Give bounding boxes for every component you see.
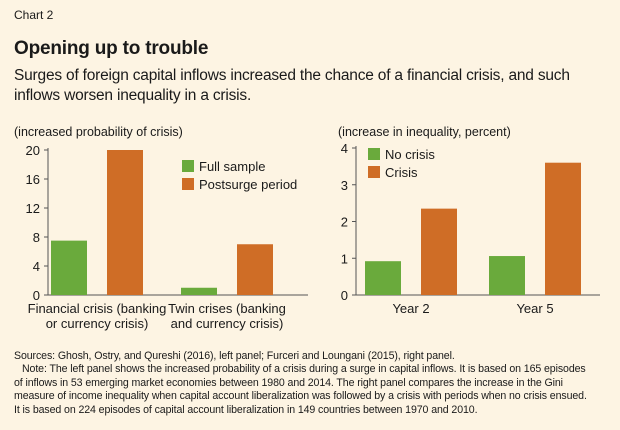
right-legend-swatch — [368, 166, 380, 178]
right-panel: 0 1 2 3 4 Year 2 Year 5 No crisis Crisis — [341, 141, 600, 316]
note-line-2: of inflows in 53 emerging market economi… — [14, 376, 563, 389]
right-y-tick-label: 2 — [341, 215, 348, 230]
note-line-1: Note: The left panel shows the increased… — [22, 363, 586, 376]
left-legend-label: Postsurge period — [199, 177, 297, 192]
right-y-tick-label: 3 — [341, 178, 348, 193]
left-bar-orange — [237, 244, 273, 295]
right-legend-swatch — [368, 148, 380, 160]
left-y-tick-label: 12 — [26, 201, 40, 216]
left-y-tick-label: 16 — [26, 172, 40, 187]
right-category-label: Year 2 — [392, 301, 429, 316]
left-legend-label: Full sample — [199, 159, 265, 174]
note-line-3: measure of income inequality when capita… — [14, 390, 587, 403]
right-bar-orange — [421, 208, 457, 295]
notes-block: Sources: Ghosh, Ostry, and Qureshi (2016… — [14, 350, 614, 417]
left-legend-swatch — [182, 178, 194, 190]
right-bar-orange — [545, 162, 581, 295]
left-y-tick-label: 4 — [33, 259, 40, 274]
left-y-tick-label: 8 — [33, 230, 40, 245]
left-category-label: Twin crises (banking — [168, 301, 286, 316]
left-category-label: or currency crisis) — [46, 316, 149, 331]
left-y-tick-label: 20 — [26, 143, 40, 158]
left-legend-swatch — [182, 160, 194, 172]
right-y-tick-label: 0 — [341, 288, 348, 303]
left-y-tick-label: 0 — [33, 288, 40, 303]
chart-subtitle: Surges of foreign capital inflows increa… — [14, 67, 570, 104]
right-legend-label: No crisis — [385, 147, 435, 162]
chart-title: Opening up to trouble — [14, 38, 209, 59]
left-panel-unit-label: (increased probability of crisis) — [14, 125, 183, 139]
right-category-label: Year 5 — [516, 301, 553, 316]
left-bar-green — [51, 240, 87, 295]
left-bar-green — [181, 287, 217, 295]
right-y-tick-label: 1 — [341, 251, 348, 266]
right-bar-green — [365, 261, 401, 295]
right-legend-label: Crisis — [385, 165, 418, 180]
right-bar-green — [489, 256, 525, 295]
left-category-label: and currency crisis) — [171, 316, 284, 331]
right-panel-unit-label: (increase in inequality, percent) — [338, 125, 511, 139]
right-y-tick-label: 4 — [341, 141, 348, 156]
chart-label: Chart 2 — [14, 8, 54, 22]
note-line-4: It is based on 224 episodes of capital a… — [14, 403, 478, 416]
sources-line: Sources: Ghosh, Ostry, and Qureshi (2016… — [14, 350, 455, 362]
left-category-label: Financial crisis (banking — [28, 301, 167, 316]
left-bar-orange — [107, 150, 143, 295]
